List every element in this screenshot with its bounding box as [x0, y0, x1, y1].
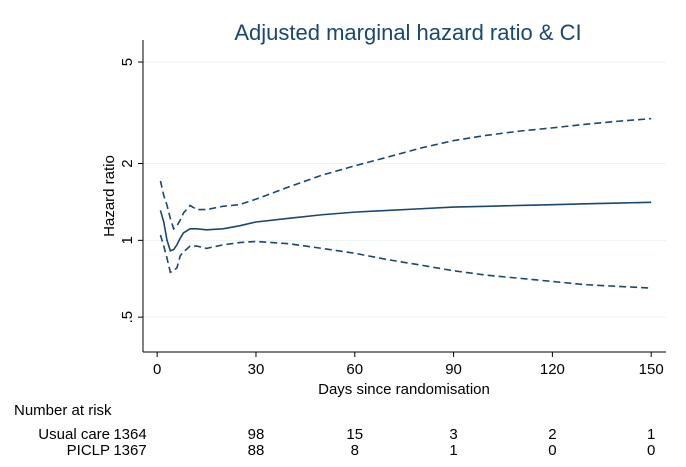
risk-value: 3: [449, 426, 457, 443]
risk-value: 0: [548, 442, 556, 459]
risk-value: 88: [248, 442, 265, 459]
risk-value: 1: [647, 426, 655, 443]
risk-value: 8: [351, 442, 359, 459]
series-line: [159, 117, 652, 231]
x-tick-label: 90: [445, 361, 462, 378]
x-axis-label: Days since randomisation: [318, 381, 490, 398]
risk-table-title: Number at risk: [14, 402, 112, 419]
y-tick-label: .5: [119, 311, 136, 324]
risk-value: 0: [647, 442, 655, 459]
risk-value: 1367: [113, 442, 146, 459]
risk-value: 1: [449, 442, 457, 459]
series-line: [159, 234, 652, 289]
chart-title: Adjusted marginal hazard ratio & CI: [234, 20, 581, 45]
risk-value: 98: [248, 426, 265, 443]
risk-value: 1364: [113, 426, 146, 443]
x-tick-label: 0: [153, 361, 161, 378]
risk-row-label: PICLP: [67, 442, 110, 459]
x-tick-label: 30: [248, 361, 265, 378]
y-tick-label: 5: [119, 58, 136, 66]
risk-value: 15: [346, 426, 363, 443]
risk-row-label: Usual care: [38, 426, 110, 443]
x-tick-label: 150: [639, 361, 664, 378]
y-tick-label: 2: [119, 159, 136, 167]
y-tick-label: 1: [119, 236, 136, 244]
x-tick-label: 60: [346, 361, 363, 378]
y-axis-label: Hazard ratio: [101, 155, 118, 237]
risk-value: 2: [548, 426, 556, 443]
x-tick-label: 120: [540, 361, 565, 378]
series-line: [159, 201, 652, 252]
